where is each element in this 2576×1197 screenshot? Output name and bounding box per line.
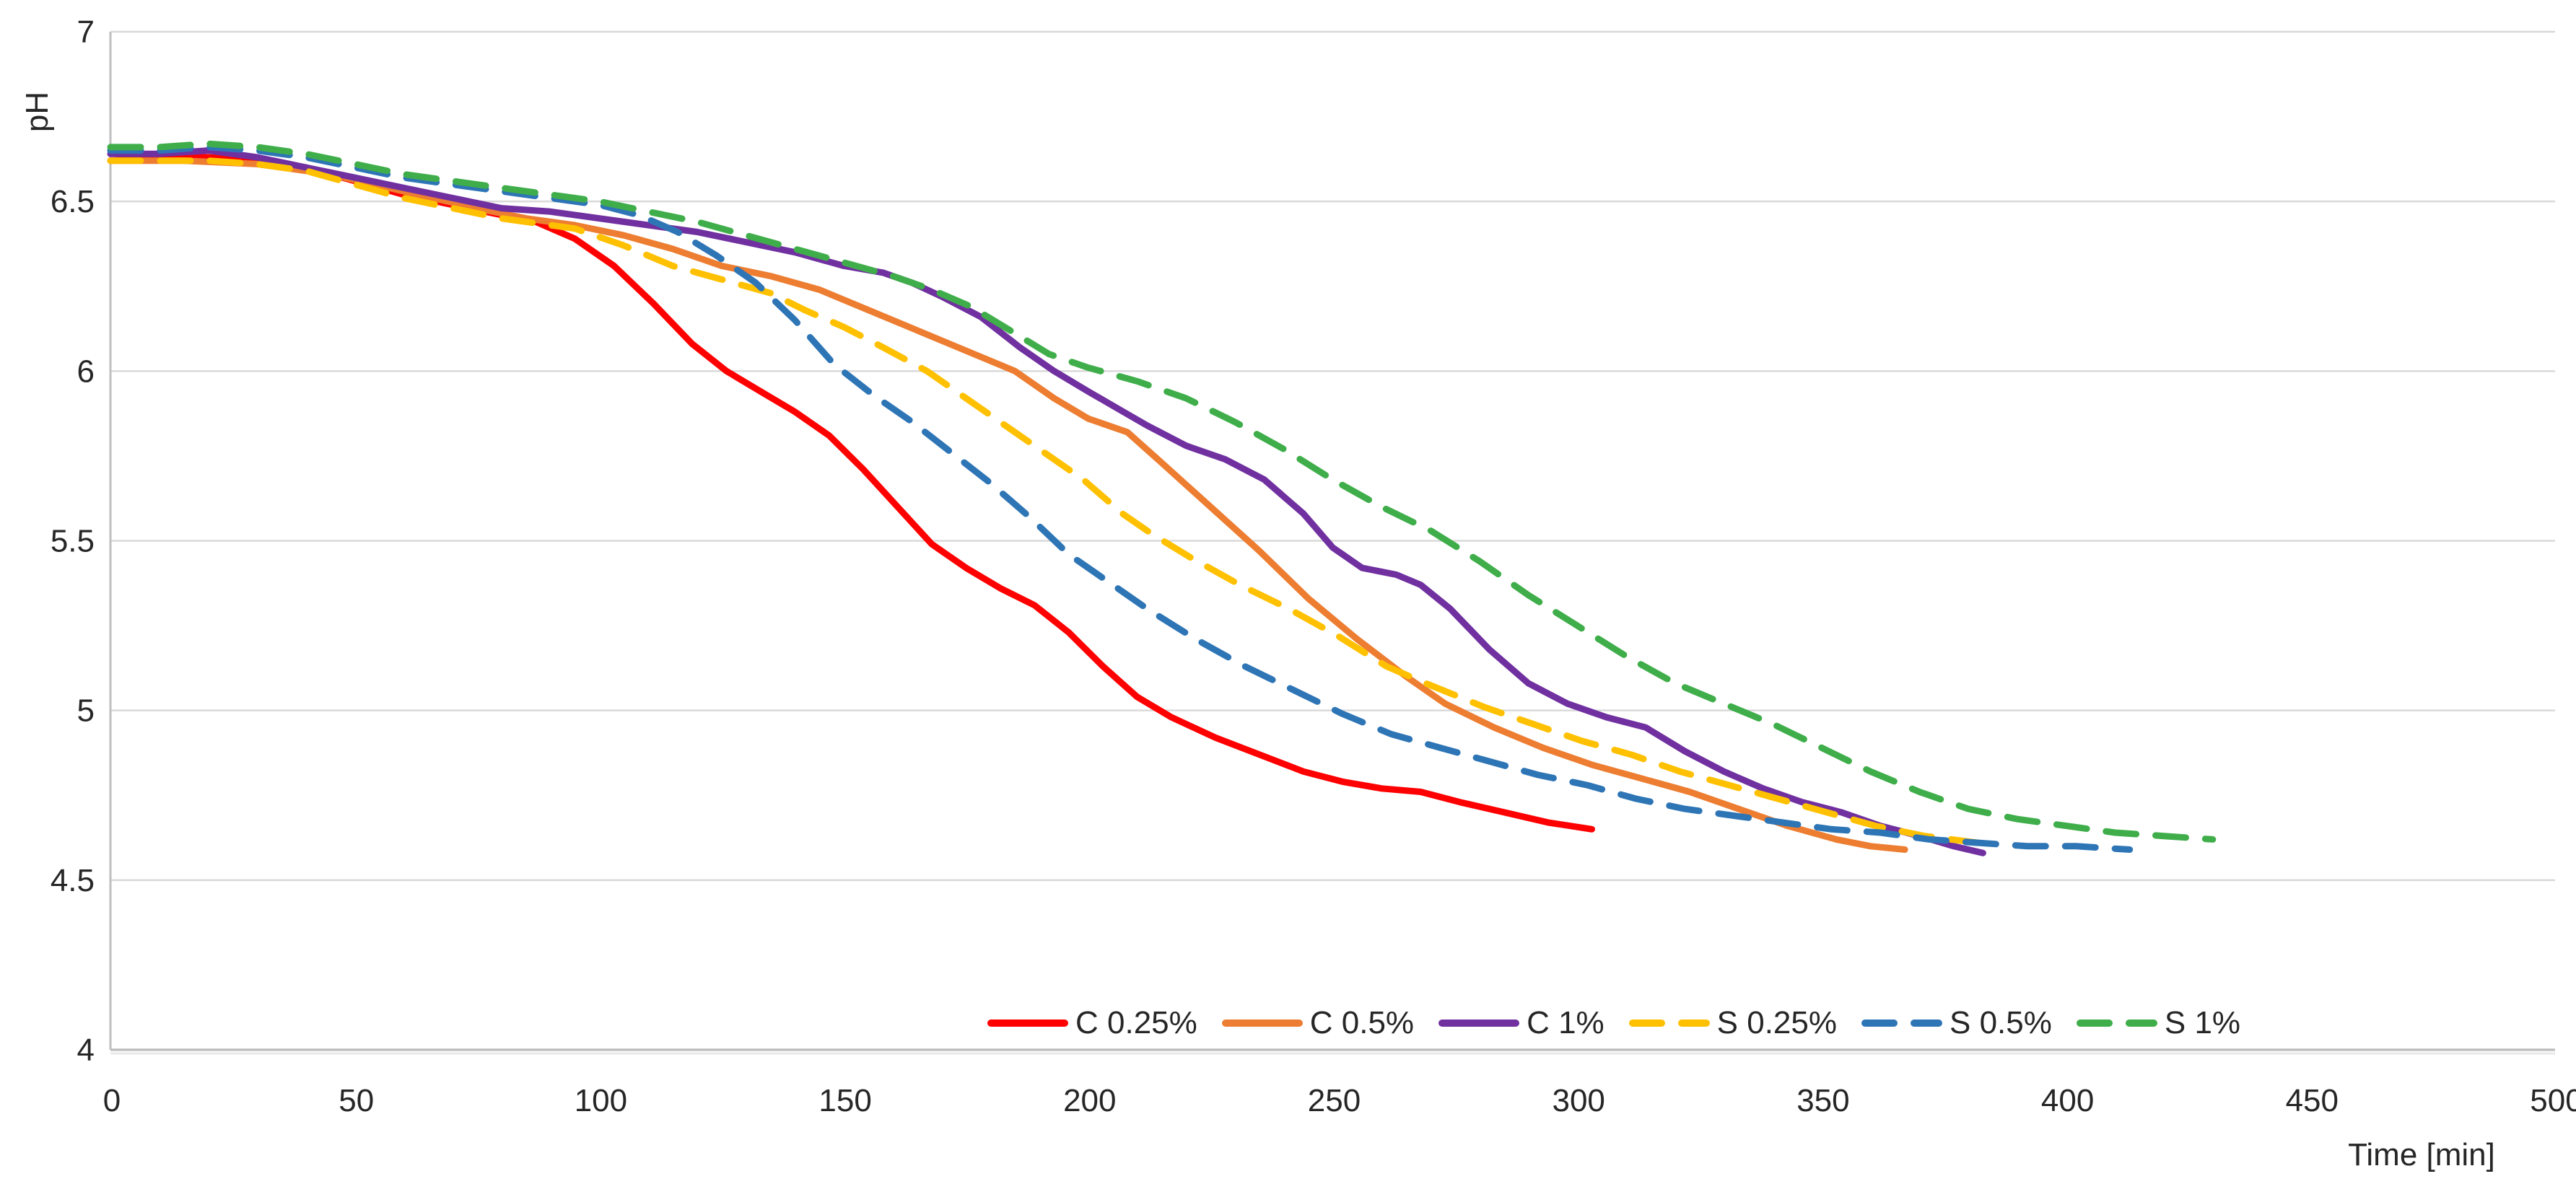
- y-tick-label-7: 7: [77, 14, 95, 50]
- legend-item-c-0.5%: C 0.5%: [1221, 1005, 1415, 1041]
- legend-item-s-1%: S 1%: [2076, 1005, 2241, 1041]
- y-axis-title: pH: [19, 91, 55, 133]
- legend-label: S 1%: [2164, 1005, 2241, 1040]
- series-line-s-0.25%: [107, 157, 1982, 846]
- legend-swatch-dashed: [2076, 1020, 2157, 1027]
- x-tick-label-200: 200: [1063, 1083, 1116, 1118]
- chart-legend: C 0.25% C 0.5% C 1% S 0.25% S 0.5% S 1%: [987, 1003, 2240, 1043]
- y-tick-label-6.5: 6.5: [51, 184, 95, 219]
- x-tick-label-300: 300: [1552, 1083, 1604, 1118]
- y-tick-label-4.5: 4.5: [51, 863, 95, 898]
- legend-item-c-0.25%: C 0.25%: [987, 1005, 1197, 1041]
- x-tick-label-450: 450: [2286, 1083, 2339, 1118]
- legend-swatch-solid: [1438, 1020, 1520, 1027]
- x-tick-label-50: 50: [339, 1083, 374, 1118]
- y-tick-label-6: 6: [77, 354, 95, 389]
- legend-label: S 0.25%: [1716, 1005, 1837, 1040]
- x-tick-label-350: 350: [1796, 1083, 1849, 1118]
- x-axis-title: Time [min]: [2348, 1137, 2495, 1172]
- series-line-s-1%: [107, 140, 2217, 843]
- x-tick-label-500: 500: [2530, 1083, 2576, 1118]
- legend-swatch-solid: [1221, 1020, 1303, 1027]
- y-tick-label-5.5: 5.5: [51, 524, 95, 559]
- x-tick-label-0: 0: [103, 1083, 121, 1118]
- legend-label: C 0.25%: [1075, 1005, 1197, 1040]
- series-line-s-0.5%: [107, 144, 2134, 853]
- series-line-c-1%: [107, 147, 1986, 856]
- series-line-c-0.5%: [107, 157, 1908, 853]
- legend-item-c-1%: C 1%: [1438, 1005, 1604, 1041]
- legend-label: C 1%: [1527, 1005, 1604, 1040]
- y-tick-label-4: 4: [77, 1032, 95, 1068]
- legend-swatch-dashed: [1861, 1020, 1942, 1027]
- series-line-c-0.25%: [107, 154, 1595, 833]
- legend-label: C 0.5%: [1309, 1005, 1415, 1040]
- legend-item-s-0.5%: S 0.5%: [1861, 1005, 2052, 1041]
- x-tick-label-250: 250: [1308, 1083, 1361, 1118]
- y-tick-label-5: 5: [77, 693, 95, 729]
- legend-swatch-solid: [987, 1020, 1068, 1027]
- x-tick-label-400: 400: [2041, 1083, 2094, 1118]
- legend-label: S 0.5%: [1950, 1005, 2052, 1040]
- legend-item-s-0.25%: S 0.25%: [1628, 1005, 1837, 1041]
- x-tick-label-100: 100: [575, 1083, 627, 1118]
- legend-swatch-dashed: [1628, 1020, 1710, 1027]
- x-tick-label-150: 150: [818, 1083, 871, 1118]
